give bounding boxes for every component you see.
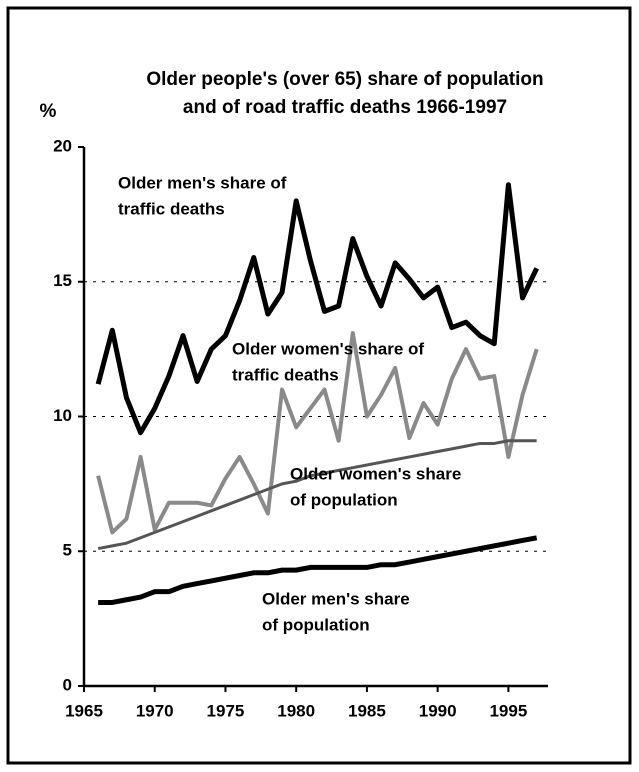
annotation: of population: [290, 490, 398, 509]
chart-title: Older people's (over 65) share of popula…: [146, 69, 543, 90]
y-tick-label: 5: [63, 541, 72, 560]
annotation: Older men's share: [262, 589, 410, 608]
annotation: Older men's share of: [118, 173, 287, 192]
y-tick-label: 15: [53, 271, 72, 290]
annotation: traffic deaths: [232, 365, 339, 384]
line-series: [95, 182, 539, 436]
y-tick-label: 20: [53, 136, 72, 155]
annotation: Older women's share: [290, 464, 461, 483]
line-series: [98, 535, 538, 605]
x-tick-label: 1985: [348, 701, 386, 720]
y-tick-label: 0: [63, 675, 72, 694]
line-series: [96, 330, 539, 535]
y-axis-label: %: [40, 101, 57, 122]
x-tick-label: 1970: [136, 701, 174, 720]
annotation: Older women's share of: [232, 339, 424, 358]
y-tick-label: 10: [53, 406, 72, 425]
x-tick-label: 1965: [65, 701, 103, 720]
x-tick-label: 1990: [419, 701, 457, 720]
frame: [6, 6, 632, 765]
x-tick-label: 1995: [489, 701, 527, 720]
annotation: of population: [262, 615, 370, 634]
chart-title: and of road traffic deaths 1966-1997: [183, 97, 507, 118]
x-tick-label: 1980: [277, 701, 315, 720]
annotation: traffic deaths: [118, 199, 225, 218]
line-series: [97, 439, 537, 551]
x-tick-label: 1975: [207, 701, 245, 720]
